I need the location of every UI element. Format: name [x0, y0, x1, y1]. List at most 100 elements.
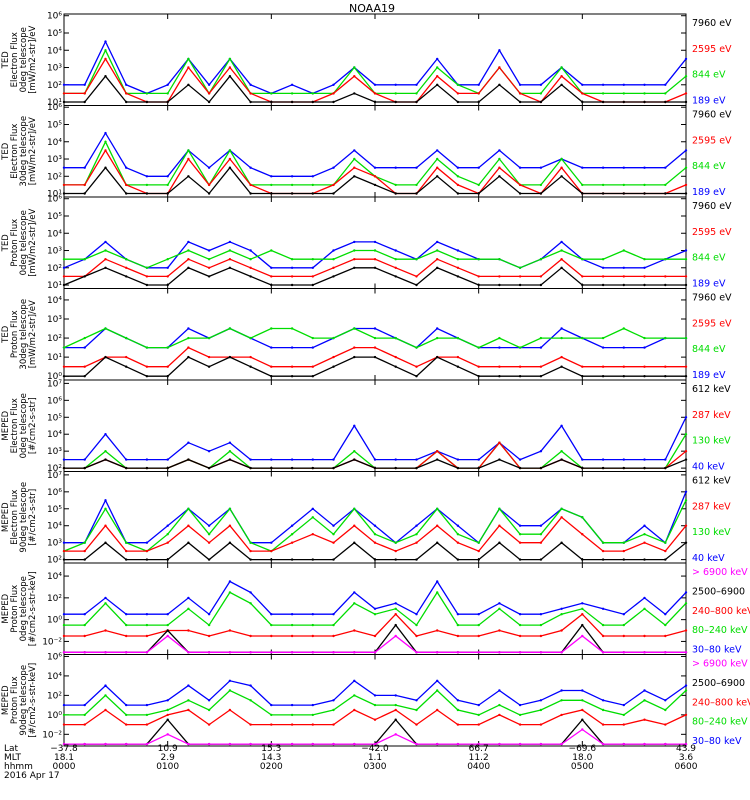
data-point: [518, 266, 522, 269]
data-point: [290, 623, 294, 627]
data-point: [145, 466, 149, 470]
data-point: [394, 708, 397, 712]
data-point: [477, 723, 480, 726]
data-point: [373, 613, 377, 616]
data-point: [560, 689, 563, 692]
data-point: [518, 634, 522, 638]
data-point: [518, 375, 522, 378]
legend-entry: 30–80 keV: [692, 645, 742, 656]
bottom-hhmm-value: 0000: [53, 762, 76, 772]
data-point: [249, 458, 252, 461]
data-point: [415, 634, 418, 638]
data-point: [394, 336, 397, 340]
data-point: [436, 336, 439, 340]
data-point: [311, 346, 314, 349]
data-point: [353, 679, 356, 682]
data-point: [415, 533, 418, 536]
y-axis-label-line: 90deg telescope: [19, 482, 29, 553]
data-point: [415, 723, 418, 726]
y-tick-label: 10²: [47, 81, 62, 91]
y-axis-label-line: Proton Flux: [10, 676, 20, 724]
data-point: [684, 602, 688, 605]
data-point: [270, 249, 273, 252]
data-point: [290, 742, 294, 746]
data-point: [581, 558, 584, 561]
panel-5: 10² 10³ 10⁴ 10⁵ 10⁶ 10⁷ MEPEDElectron Flux0deg…: [1, 379, 731, 474]
data-point: [145, 549, 149, 553]
data-point: [601, 183, 605, 187]
y-tick-label: 10²: [47, 334, 62, 344]
data-point: [560, 83, 563, 87]
data-point: [249, 699, 252, 702]
data-point: [311, 558, 314, 561]
data-point: [166, 192, 169, 195]
data-point: [684, 490, 688, 493]
data-point: [601, 266, 605, 269]
data-point: [332, 723, 335, 726]
data-point: [83, 713, 86, 717]
y-axis-label: MEPEDElectron Flux90deg telescope[#/cm2-…: [1, 482, 38, 553]
data-point: [415, 346, 418, 349]
data-point: [415, 708, 418, 712]
data-point: [560, 424, 563, 427]
data-point: [539, 450, 543, 453]
data-point: [353, 708, 356, 712]
data-point: [477, 541, 480, 544]
data-point: [270, 275, 273, 278]
data-point: [62, 549, 66, 553]
data-point: [83, 92, 86, 95]
data-point: [207, 742, 211, 746]
legend-entry: 2595 eV: [692, 135, 732, 146]
y-tick-label: 10²: [47, 594, 62, 604]
panel-8: 10⁻² 10⁰ 10² 10⁴ 10⁶ MEPEDProton Flux90deg te…: [1, 652, 750, 747]
data-point: [394, 703, 397, 707]
legend-entry: 844 eV: [692, 253, 726, 264]
data-point: [270, 327, 273, 330]
data-point: [145, 634, 149, 638]
data-point: [394, 275, 397, 278]
data-point: [228, 507, 232, 510]
data-point: [166, 613, 169, 616]
data-point: [270, 558, 273, 561]
data-point: [498, 629, 501, 632]
data-point: [353, 424, 356, 427]
y-tick-label: 10³: [47, 315, 62, 325]
y-axis-label-line: [#/cm2-s-str-keV]: [28, 663, 38, 738]
data-point: [477, 100, 480, 104]
data-point: [207, 249, 211, 252]
data-point: [228, 689, 232, 692]
data-point: [373, 100, 377, 104]
data-point: [539, 558, 543, 561]
data-point: [560, 258, 563, 261]
data-point: [477, 703, 480, 707]
data-point: [684, 629, 688, 632]
data-point: [145, 283, 149, 287]
data-point: [373, 533, 377, 536]
data-point: [601, 699, 605, 702]
data-point: [353, 240, 356, 244]
data-point: [643, 524, 646, 527]
data-point: [311, 266, 314, 269]
data-point: [104, 240, 107, 244]
bottom-lat-value: 15.3: [261, 744, 281, 754]
data-point: [373, 266, 377, 269]
data-point: [290, 375, 294, 378]
data-point: [643, 742, 646, 746]
data-point: [187, 57, 190, 61]
data-point: [311, 192, 314, 195]
data-point: [436, 249, 439, 252]
data-point: [498, 346, 501, 349]
data-point: [373, 249, 377, 252]
data-point: [311, 183, 314, 187]
data-point: [436, 651, 439, 654]
data-point: [601, 651, 605, 654]
y-tick-label: 10²: [47, 556, 62, 566]
data-point: [601, 275, 605, 278]
data-point: [394, 92, 397, 95]
data-point: [166, 92, 169, 95]
y-axis-label-line: [mW/m2-str]/eV: [28, 209, 38, 277]
data-point: [125, 365, 128, 368]
data-point: [104, 651, 107, 654]
data-point: [311, 175, 314, 178]
